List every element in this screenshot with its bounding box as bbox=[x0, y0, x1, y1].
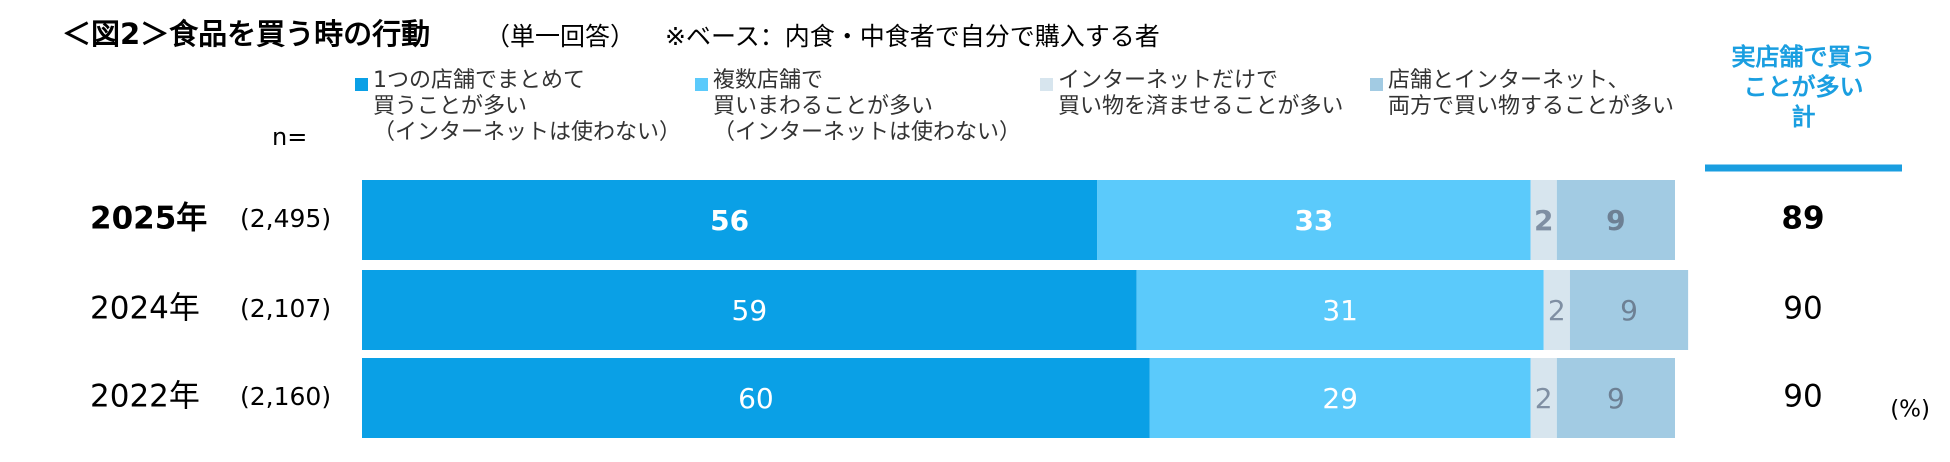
n-value: (2,107) bbox=[240, 294, 331, 323]
n-value: (2,160) bbox=[240, 382, 331, 411]
bar-segment bbox=[362, 270, 1137, 350]
value-label: 60 bbox=[738, 382, 774, 415]
bar-segment bbox=[1569, 270, 1689, 350]
total-value: 90 bbox=[1783, 379, 1822, 415]
legend-swatch bbox=[1040, 78, 1053, 91]
subtitle: （単一回答） bbox=[485, 22, 635, 51]
category-label: 2022年 bbox=[90, 379, 200, 415]
bar-segment bbox=[1136, 270, 1544, 350]
total-value: 89 bbox=[1781, 201, 1824, 237]
value-label: 2 bbox=[1534, 204, 1553, 237]
value-label: 2 bbox=[1548, 294, 1566, 327]
legend-label: 複数店舗で 買いまわることが多い （インターネットは使わない） bbox=[713, 68, 1022, 145]
legend-swatch bbox=[355, 78, 368, 91]
category-label: 2024年 bbox=[90, 291, 200, 327]
legend-label: 店舗とインターネット、 両方で買い物することが多い bbox=[1388, 68, 1675, 119]
value-label: 29 bbox=[1322, 382, 1358, 415]
legend-label: 1つの店舗でまとめて 買うことが多い （インターネットは使わない） bbox=[373, 68, 682, 145]
n-value: (2,495) bbox=[240, 204, 331, 233]
bar-segment bbox=[1097, 180, 1531, 260]
chart-title: ＜図2＞食品を買う時の行動 bbox=[62, 17, 430, 51]
bar-segment bbox=[1543, 270, 1570, 350]
value-label: 59 bbox=[732, 294, 768, 327]
value-label: 56 bbox=[710, 204, 749, 237]
bar-segment bbox=[1530, 358, 1557, 438]
bar-segment bbox=[362, 358, 1150, 438]
unit: (%) bbox=[1890, 397, 1930, 423]
value-label: 33 bbox=[1294, 204, 1333, 237]
bar-segment bbox=[1530, 180, 1557, 260]
value-label: 2 bbox=[1535, 382, 1553, 415]
bar-segment bbox=[1149, 358, 1531, 438]
note: ※ベース：内食・中食者で自分で購入する者 bbox=[665, 22, 1160, 51]
value-label: 9 bbox=[1606, 204, 1625, 237]
bar-segment bbox=[1556, 358, 1675, 438]
legend-swatch bbox=[1370, 78, 1383, 91]
bar-segment bbox=[362, 180, 1098, 260]
value-label: 31 bbox=[1322, 294, 1358, 327]
total-value: 90 bbox=[1783, 291, 1822, 327]
bar-segment bbox=[1556, 180, 1675, 260]
value-label: 9 bbox=[1620, 294, 1638, 327]
total-header: 実店舗で買う ことが多い 計 bbox=[1731, 43, 1876, 131]
legend-label: インターネットだけで 買い物を済ませることが多い bbox=[1058, 68, 1344, 119]
n-label: n= bbox=[272, 123, 307, 151]
value-label: 9 bbox=[1607, 382, 1625, 415]
legend-swatch bbox=[695, 78, 708, 91]
category-label: 2025年 bbox=[90, 201, 207, 237]
